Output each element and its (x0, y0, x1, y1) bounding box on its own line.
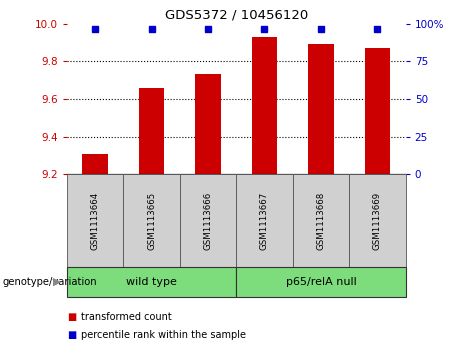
Text: GSM1113669: GSM1113669 (373, 191, 382, 250)
Text: wild type: wild type (126, 277, 177, 287)
Text: transformed count: transformed count (81, 311, 171, 322)
Title: GDS5372 / 10456120: GDS5372 / 10456120 (165, 8, 308, 21)
Bar (365, 48, 390, 174)
Text: genotype/variation: genotype/variation (2, 277, 97, 287)
Bar (308, 44, 334, 174)
Text: ■: ■ (67, 330, 76, 340)
Text: percentile rank within the sample: percentile rank within the sample (81, 330, 246, 340)
Text: GSM1113664: GSM1113664 (90, 191, 100, 250)
Text: GSM1113667: GSM1113667 (260, 191, 269, 250)
Bar (139, 87, 164, 174)
Bar (83, 154, 108, 174)
Text: p65/relA null: p65/relA null (286, 277, 356, 287)
Text: ■: ■ (67, 311, 76, 322)
Text: ▶: ▶ (53, 277, 62, 287)
Bar (195, 74, 221, 174)
Text: GSM1113668: GSM1113668 (316, 191, 325, 250)
Text: GSM1113665: GSM1113665 (147, 191, 156, 250)
Bar (252, 37, 277, 174)
Text: GSM1113666: GSM1113666 (203, 191, 213, 250)
